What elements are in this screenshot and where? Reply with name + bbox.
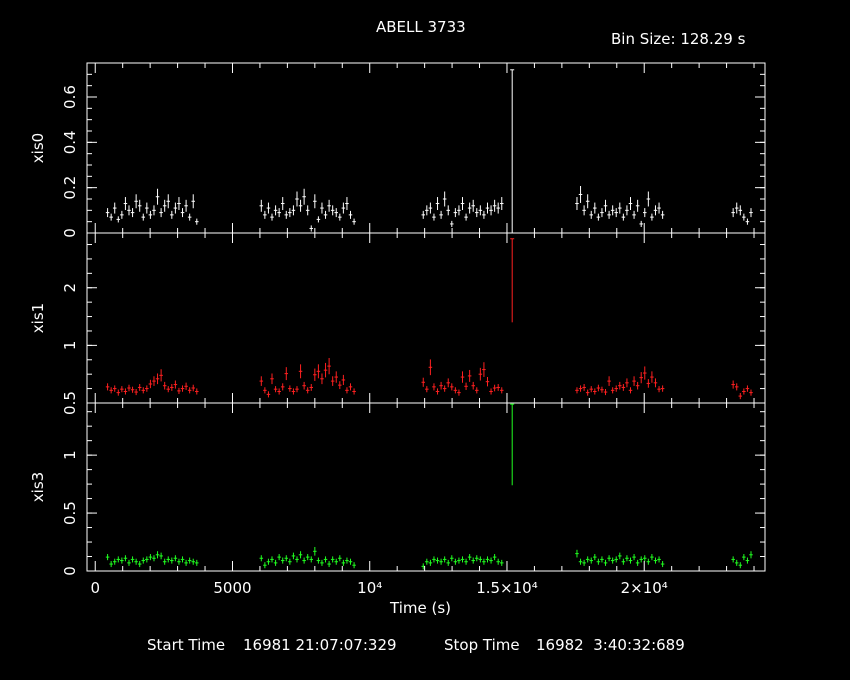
chart-title: ABELL 3733 — [376, 18, 466, 36]
xis3-y-tick-label: 0.5 — [61, 501, 79, 525]
axis-labels: 0 0.2 0.4 0.6 xis0 0.5 1 2 xis1 0 0.5 1 xis3 0 5000 10⁴… — [29, 85, 668, 597]
stop-time-label: Stop Time — [444, 636, 520, 654]
start-time-label: Start Time — [147, 636, 226, 654]
x-tick-label: 1.5×10⁴ — [476, 579, 538, 597]
xis3-y-axis-label: xis3 — [29, 472, 47, 502]
xis3-y-tick-label: 1 — [61, 450, 79, 460]
stop-time-value: 16982 3:40:32:689 — [536, 636, 685, 654]
xis1-y-axis-label: xis1 — [29, 303, 47, 333]
xis1-panel-frame — [86, 232, 766, 404]
x-tick-label: 0 — [90, 579, 100, 597]
bin-size-label: Bin Size: 128.29 s — [611, 30, 746, 48]
xis1-y-tick-label: 2 — [61, 283, 79, 293]
xis3-panel-frame — [86, 402, 766, 572]
x-tick-label: 5000 — [213, 579, 251, 597]
xis1-y-tick-label: 1 — [61, 341, 79, 351]
xis0-y-tick-label: 0.6 — [61, 85, 79, 109]
xis0-y-tick-label: 0.4 — [61, 130, 79, 154]
xis0-y-tick-label: 0.2 — [61, 176, 79, 200]
start-time-value: 16981 21:07:07:329 — [243, 636, 397, 654]
xis1-y-tick-label: 0.5 — [61, 391, 79, 415]
xis3-y-tick-label: 0 — [61, 566, 79, 576]
xis0-panel-frame — [86, 62, 766, 234]
x-tick-label: 2×10⁴ — [621, 579, 668, 597]
chart-marks — [105, 69, 753, 570]
xis0-y-axis-label: xis0 — [29, 133, 47, 163]
xis0-y-tick-label: 0 — [61, 228, 79, 238]
axis-ticks — [87, 63, 765, 572]
x-axis-label: Time (s) — [390, 599, 451, 617]
x-tick-label: 10⁴ — [357, 579, 382, 597]
panel-frames — [86, 62, 766, 572]
